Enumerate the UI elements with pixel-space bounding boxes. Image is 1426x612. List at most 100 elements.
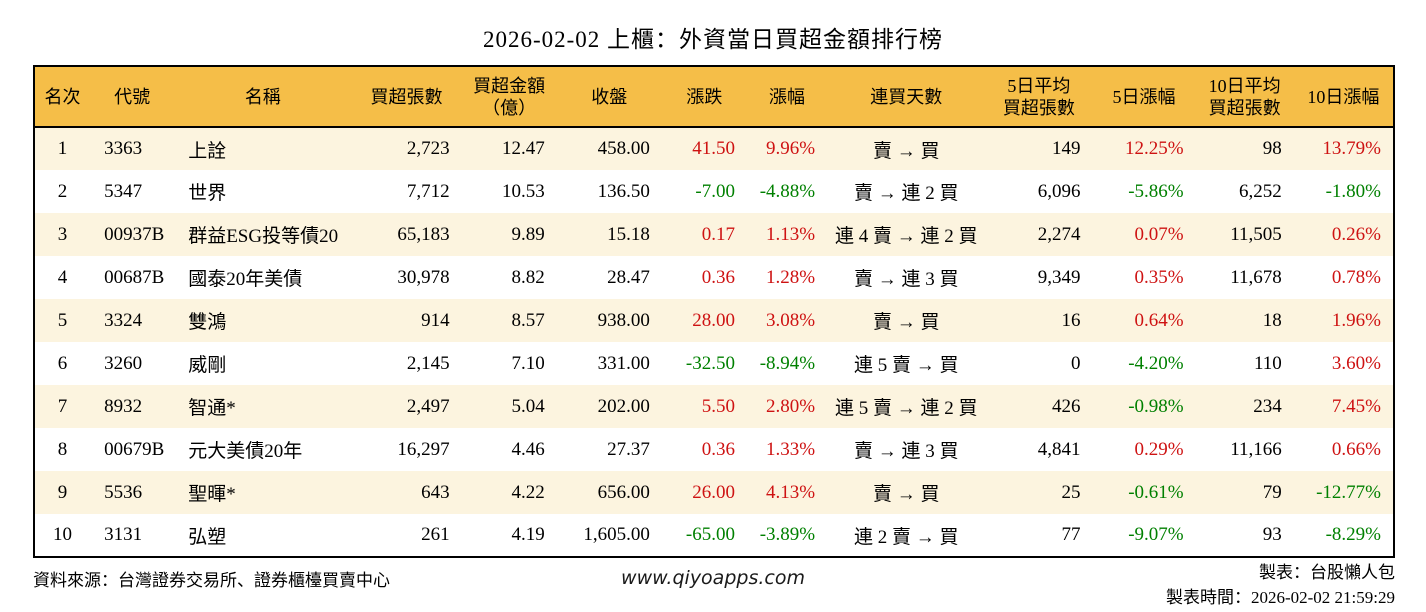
cell-rank: 4 — [57, 266, 68, 288]
cell-avg5: 6,096 — [1037, 180, 1081, 202]
cell-amount: 9.89 — [511, 223, 545, 245]
made-time-label: 製表時間：2026-02-02 21:59:29 — [1165, 588, 1395, 607]
cell-avg10: 79 — [1262, 481, 1282, 503]
cell-avg5: 9,349 — [1037, 266, 1081, 288]
cell-pct5: -5.86% — [1128, 180, 1184, 202]
cell-avg5: 77 — [1061, 524, 1081, 545]
cell-close: 656.00 — [597, 481, 650, 503]
cell-code: 00679B — [104, 438, 165, 460]
cell-amount: 8.57 — [511, 309, 545, 331]
cell-pct10: 0.78% — [1331, 266, 1381, 288]
cell-pct10: 13.79% — [1322, 138, 1381, 159]
cell-avg10: 18 — [1262, 309, 1282, 331]
cell-change_pct: -4.88% — [759, 180, 816, 202]
col-header-rank: 名次 — [34, 66, 91, 128]
cell-avg10: 6,252 — [1239, 180, 1282, 202]
cell-pct5: 0.64% — [1134, 309, 1184, 331]
cell-close: 458.00 — [597, 138, 650, 159]
table-row: 2 5347 世界 7,712 10.53 136.50 -7.00 -4.88% 賣 → 連 … — [34, 170, 1394, 213]
cell-pct10: -1.80% — [1325, 180, 1381, 202]
cell-change: 41.50 — [692, 138, 735, 159]
cell-volume: 30,978 — [397, 266, 450, 288]
col-header-amount: 買超金額 （億） — [461, 66, 557, 128]
cell-avg10: 11,166 — [1230, 438, 1282, 460]
cell-streak: 連 4 賣 → 連 2 買 — [834, 226, 978, 247]
cell-volume: 2,145 — [406, 352, 450, 374]
cell-streak: 賣 → 買 — [872, 312, 940, 333]
col-header-change: 漲跌 — [661, 66, 747, 128]
cell-amount: 8.82 — [511, 266, 545, 288]
cell-avg5: 426 — [1051, 395, 1081, 417]
cell-streak: 賣 → 連 3 買 — [853, 441, 959, 462]
cell-avg5: 4,841 — [1037, 438, 1081, 460]
cell-name: 雙鴻 — [188, 312, 227, 333]
cell-name: 上詮 — [188, 140, 227, 162]
cell-amount: 7.10 — [511, 352, 545, 374]
cell-pct10: 7.45% — [1331, 395, 1381, 417]
cell-close: 27.37 — [607, 438, 650, 460]
cell-avg5: 16 — [1061, 309, 1081, 331]
cell-streak: 賣 → 連 2 買 — [853, 183, 959, 204]
cell-code: 3324 — [104, 309, 143, 331]
cell-volume: 643 — [421, 481, 450, 503]
cell-change_pct: 3.08% — [766, 309, 816, 331]
cell-avg10: 11,678 — [1230, 266, 1282, 288]
cell-rank: 2 — [57, 180, 68, 202]
cell-rank: 5 — [57, 309, 68, 331]
cell-close: 202.00 — [597, 395, 650, 417]
cell-avg5: 0 — [1070, 352, 1081, 374]
cell-code: 5347 — [104, 180, 143, 202]
cell-avg10: 234 — [1253, 395, 1282, 417]
cell-volume: 261 — [421, 524, 450, 545]
cell-change_pct: 1.28% — [766, 266, 816, 288]
cell-change: 5.50 — [701, 395, 735, 417]
cell-code: 3260 — [104, 352, 143, 374]
col-header-close: 收盤 — [556, 66, 662, 128]
col-header-avg5: 5日平均 買超張數 — [985, 66, 1093, 128]
cell-change: 26.00 — [692, 481, 735, 503]
cell-volume: 2,497 — [406, 395, 450, 417]
cell-change: 0.36 — [701, 438, 735, 460]
cell-rank: 10 — [53, 524, 73, 545]
cell-change: -7.00 — [695, 180, 735, 202]
cell-pct10: -8.29% — [1325, 524, 1381, 545]
cell-avg5: 149 — [1051, 138, 1081, 159]
col-header-pct10: 10日漲幅 — [1293, 66, 1394, 128]
cell-name: 群益ESG投等債20 — [188, 226, 339, 247]
made-by-label: 製表：台股懶人包 — [1259, 563, 1395, 582]
cell-change: 0.36 — [701, 266, 735, 288]
col-header-volume: 買超張數 — [351, 66, 462, 128]
cell-streak: 賣 → 連 3 買 — [853, 269, 959, 290]
cell-pct5: -9.07% — [1128, 524, 1184, 545]
cell-pct10: 0.26% — [1331, 223, 1381, 245]
table-row: 6 3260 威剛 2,145 7.10 331.00 -32.50 -8.94% 連 5 賣 … — [34, 342, 1394, 385]
table-row: 5 3324 雙鴻 914 8.57 938.00 28.00 3.08% 賣 → 買 16 0.6… — [34, 299, 1394, 342]
cell-code: 3131 — [104, 524, 143, 545]
cell-streak: 賣 → 買 — [872, 140, 940, 162]
table-row: 10 3131 弘塑 261 4.19 1,605.00 -65.00 -3.89% 連 2 賣… — [34, 514, 1394, 557]
table-header-row: 名次 代號 名稱 買超張數 買超金額 （億） 收盤 漲跌 漲幅 連買天數 5日平均 買超張數 5日漲幅 1… — [34, 66, 1394, 128]
col-header-pct5: 5日漲幅 — [1092, 66, 1196, 128]
footer-credits: 製表：台股懶人包 製表時間：2026-02-02 21:59:29 — [1166, 560, 1395, 610]
cell-name: 威剛 — [188, 355, 227, 376]
ranking-table: 名次 代號 名稱 買超張數 買超金額 （億） 收盤 漲跌 漲幅 連買天數 5日平均 買超張數 5日漲幅 1… — [33, 65, 1395, 558]
cell-pct5: -0.98% — [1128, 395, 1184, 417]
cell-amount: 10.53 — [501, 180, 545, 202]
cell-change_pct: -8.94% — [759, 352, 816, 374]
cell-volume: 16,297 — [397, 438, 450, 460]
cell-rank: 1 — [57, 138, 68, 159]
cell-change_pct: 9.96% — [766, 138, 816, 159]
cell-name: 智通* — [188, 398, 236, 419]
cell-pct5: -0.61% — [1128, 481, 1184, 503]
cell-streak: 賣 → 買 — [872, 484, 940, 505]
cell-avg5: 25 — [1061, 481, 1081, 503]
cell-name: 元大美債20年 — [188, 441, 303, 462]
table-body: 1 3363 上詮 2,723 12.47 458.00 41.50 9.96% 賣 → 買 14… — [34, 127, 1394, 557]
cell-amount: 5.04 — [511, 395, 545, 417]
cell-name: 聖暉* — [188, 484, 236, 505]
cell-rank: 6 — [57, 352, 68, 374]
cell-rank: 7 — [57, 395, 68, 417]
cell-pct5: 0.07% — [1134, 223, 1184, 245]
cell-change: 28.00 — [692, 309, 735, 331]
cell-avg10: 98 — [1262, 138, 1282, 159]
